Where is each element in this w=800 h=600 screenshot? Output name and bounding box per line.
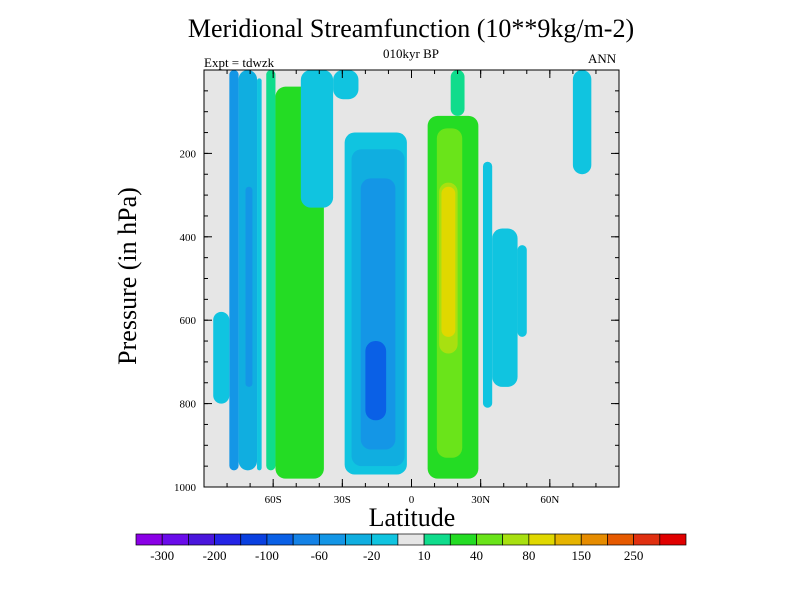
colorbar-swatch [214, 533, 242, 546]
chart-title: Meridional Streamfunction (10**9kg/m-2) [187, 14, 635, 43]
x-axis-label: Latitude [368, 503, 456, 532]
colorbar-swatch [345, 533, 373, 546]
colorbar-swatch [266, 533, 294, 546]
colorbar-label: 10 [418, 548, 431, 563]
contour-cell [492, 228, 518, 387]
colorbar-label: -300 [150, 548, 174, 563]
contour-cell [482, 161, 493, 408]
contour-cell [365, 341, 387, 421]
colorbar-swatch [476, 533, 504, 546]
colorbar-label: -20 [363, 548, 380, 563]
colorbar-swatch [240, 533, 268, 546]
contour-cell [213, 311, 230, 404]
colorbar-label: 40 [470, 548, 483, 563]
chart-subtitle: 010kyr BP [383, 46, 439, 61]
colorbar-swatch [633, 533, 661, 546]
y-tick-label: 200 [180, 148, 197, 160]
x-tick-label: 60N [540, 494, 559, 506]
y-tick-label: 1000 [174, 482, 197, 494]
contour-cell [300, 70, 334, 208]
contour-cell [266, 70, 276, 471]
y-tick-label: 800 [180, 399, 197, 411]
y-tick-label: 400 [180, 232, 197, 244]
colorbar-label: 80 [522, 548, 535, 563]
colorbar-swatch [397, 533, 425, 546]
colorbar-swatch [371, 533, 399, 546]
colorbar-swatch [318, 533, 346, 546]
x-tick-label: 30S [334, 494, 351, 506]
colorbar-swatch [135, 533, 163, 546]
contour-cell [245, 186, 253, 387]
contour-cell [572, 70, 592, 175]
contour-cell [441, 186, 456, 337]
contour-cell [257, 78, 262, 471]
x-tick-label: 30N [471, 494, 490, 506]
colorbar-swatch [449, 533, 477, 546]
contour-cell [450, 70, 465, 116]
season-label: ANN [588, 51, 617, 66]
colorbar-swatch [502, 533, 530, 546]
contour-cell [517, 245, 527, 337]
colorbar-label: -60 [311, 548, 328, 563]
colorbar-swatch [607, 533, 634, 546]
contour-cell [284, 203, 311, 462]
colorbar-swatch [423, 533, 451, 546]
colorbar-label: -200 [203, 548, 227, 563]
axis-ticks: 60S 30S 0 30N 60N 200 400 600 800 1000 [174, 70, 620, 506]
colorbar-swatch [161, 533, 189, 546]
colorbar-label: -100 [255, 548, 279, 563]
colorbar-label: 150 [571, 548, 591, 563]
y-tick-label: 600 [180, 315, 197, 327]
colorbar-swatch [292, 533, 320, 546]
x-tick-label: 0 [409, 494, 415, 506]
x-tick-label: 60S [265, 494, 282, 506]
colorbar-swatch [188, 533, 215, 546]
contour-cell [333, 70, 359, 100]
contour-cells [213, 70, 592, 479]
colorbar-swatch [580, 533, 608, 546]
colorbar-swatch [528, 533, 556, 546]
colorbar-label: 250 [624, 548, 644, 563]
experiment-label: Expt = tdwzk [204, 55, 275, 70]
contour-cell [229, 70, 239, 471]
colorbar-swatch [554, 533, 582, 546]
colorbar-swatch [659, 533, 687, 546]
colorbar: -300 -200 -100 -60 -20 10 40 80 150 250 [135, 533, 687, 563]
